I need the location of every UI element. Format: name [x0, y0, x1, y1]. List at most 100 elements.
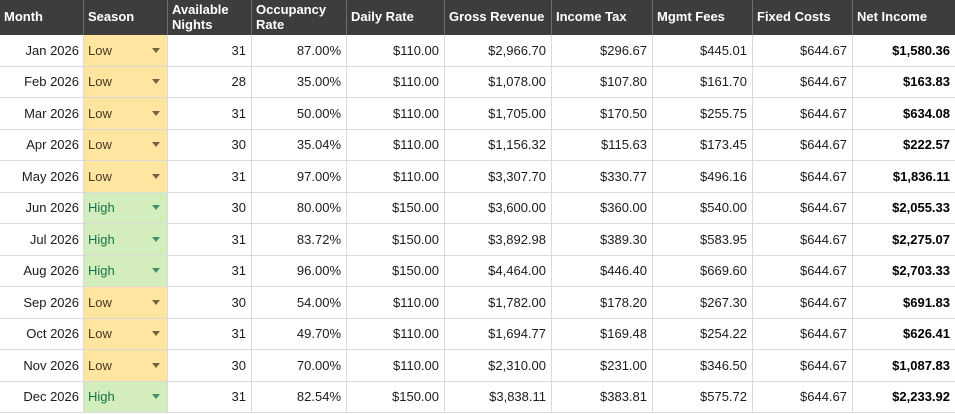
cell-daily[interactable]: $110.00: [347, 66, 445, 97]
cell-daily[interactable]: $110.00: [347, 35, 445, 66]
cell-fixed[interactable]: $644.67: [753, 381, 853, 412]
season-dropdown[interactable]: High: [84, 224, 168, 255]
cell-nights[interactable]: 31: [168, 255, 252, 286]
cell-occupancy[interactable]: 35.04%: [252, 129, 347, 160]
cell-tax[interactable]: $446.40: [552, 255, 653, 286]
cell-daily[interactable]: $150.00: [347, 255, 445, 286]
cell-fixed[interactable]: $644.67: [753, 287, 853, 318]
cell-mgmt[interactable]: $255.75: [653, 98, 753, 129]
cell-gross[interactable]: $3,892.98: [445, 224, 552, 255]
cell-occupancy[interactable]: 50.00%: [252, 98, 347, 129]
cell-mgmt[interactable]: $575.72: [653, 381, 753, 412]
season-dropdown[interactable]: High: [84, 381, 168, 412]
cell-fixed[interactable]: $644.67: [753, 161, 853, 192]
cell-mgmt[interactable]: $267.30: [653, 287, 753, 318]
cell-daily[interactable]: $110.00: [347, 98, 445, 129]
cell-month[interactable]: Apr 2026: [0, 129, 84, 160]
cell-daily[interactable]: $110.00: [347, 318, 445, 349]
cell-gross[interactable]: $3,307.70: [445, 161, 552, 192]
cell-month[interactable]: Jul 2026: [0, 224, 84, 255]
season-dropdown[interactable]: High: [84, 192, 168, 223]
cell-net[interactable]: $634.08: [903, 105, 950, 121]
season-dropdown[interactable]: Low: [84, 98, 168, 129]
cell-nights[interactable]: 31: [168, 35, 252, 66]
cell-net[interactable]: $2,703.33: [892, 263, 950, 279]
cell-month[interactable]: Aug 2026: [0, 255, 84, 286]
cell-occupancy[interactable]: 83.72%: [252, 224, 347, 255]
cell-gross[interactable]: $1,782.00: [445, 287, 552, 318]
cell-nights[interactable]: 31: [168, 381, 252, 412]
season-dropdown[interactable]: High: [84, 255, 168, 286]
cell-gross[interactable]: $1,694.77: [445, 318, 552, 349]
cell-net[interactable]: $222.57: [903, 137, 950, 153]
cell-net[interactable]: $1,580.36: [892, 42, 950, 58]
cell-occupancy[interactable]: 49.70%: [252, 318, 347, 349]
cell-daily[interactable]: $150.00: [347, 192, 445, 223]
cell-month[interactable]: May 2026: [0, 161, 84, 192]
season-dropdown[interactable]: Low: [84, 350, 168, 381]
cell-fixed[interactable]: $644.67: [753, 98, 853, 129]
cell-mgmt[interactable]: $173.45: [653, 129, 753, 160]
cell-mgmt[interactable]: $254.22: [653, 318, 753, 349]
cell-tax[interactable]: $330.77: [552, 161, 653, 192]
cell-tax[interactable]: $231.00: [552, 350, 653, 381]
cell-mgmt[interactable]: $445.01: [653, 35, 753, 66]
cell-gross[interactable]: $2,966.70: [445, 35, 552, 66]
cell-gross[interactable]: $3,838.11: [445, 381, 552, 412]
cell-tax[interactable]: $115.63: [552, 129, 653, 160]
cell-gross[interactable]: $1,078.00: [445, 66, 552, 97]
cell-net[interactable]: $1,087.83: [892, 357, 950, 373]
cell-month[interactable]: Sep 2026: [0, 287, 84, 318]
cell-occupancy[interactable]: 35.00%: [252, 66, 347, 97]
cell-nights[interactable]: 30: [168, 350, 252, 381]
cell-fixed[interactable]: $644.67: [753, 192, 853, 223]
cell-mgmt[interactable]: $669.60: [653, 255, 753, 286]
cell-fixed[interactable]: $644.67: [753, 350, 853, 381]
cell-tax[interactable]: $296.67: [552, 35, 653, 66]
cell-nights[interactable]: 31: [168, 318, 252, 349]
season-dropdown[interactable]: Low: [84, 35, 168, 66]
cell-tax[interactable]: $170.50: [552, 98, 653, 129]
cell-month[interactable]: Nov 2026: [0, 350, 84, 381]
cell-month[interactable]: Jan 2026: [0, 35, 84, 66]
cell-net[interactable]: $163.83: [903, 74, 950, 90]
cell-mgmt[interactable]: $496.16: [653, 161, 753, 192]
cell-nights[interactable]: 31: [168, 161, 252, 192]
cell-daily[interactable]: $110.00: [347, 287, 445, 318]
cell-mgmt[interactable]: $583.95: [653, 224, 753, 255]
cell-net[interactable]: $626.41: [903, 326, 950, 342]
season-dropdown[interactable]: Low: [84, 129, 168, 160]
cell-month[interactable]: Dec 2026: [0, 381, 84, 412]
cell-tax[interactable]: $389.30: [552, 224, 653, 255]
cell-occupancy[interactable]: 54.00%: [252, 287, 347, 318]
cell-month[interactable]: Mar 2026: [0, 98, 84, 129]
cell-tax[interactable]: $178.20: [552, 287, 653, 318]
cell-month[interactable]: Jun 2026: [0, 192, 84, 223]
cell-mgmt[interactable]: $346.50: [653, 350, 753, 381]
cell-tax[interactable]: $169.48: [552, 318, 653, 349]
cell-occupancy[interactable]: 82.54%: [252, 381, 347, 412]
cell-fixed[interactable]: $644.67: [753, 129, 853, 160]
season-dropdown[interactable]: Low: [84, 287, 168, 318]
cell-occupancy[interactable]: 96.00%: [252, 255, 347, 286]
cell-nights[interactable]: 31: [168, 98, 252, 129]
cell-net[interactable]: $2,233.92: [892, 389, 950, 405]
cell-gross[interactable]: $3,600.00: [445, 192, 552, 223]
cell-tax[interactable]: $383.81: [552, 381, 653, 412]
cell-mgmt[interactable]: $161.70: [653, 66, 753, 97]
cell-tax[interactable]: $107.80: [552, 66, 653, 97]
cell-gross[interactable]: $1,156.32: [445, 129, 552, 160]
cell-gross[interactable]: $4,464.00: [445, 255, 552, 286]
cell-daily[interactable]: $110.00: [347, 350, 445, 381]
cell-net[interactable]: $691.83: [903, 294, 950, 310]
cell-occupancy[interactable]: 87.00%: [252, 35, 347, 66]
cell-fixed[interactable]: $644.67: [753, 255, 853, 286]
cell-fixed[interactable]: $644.67: [753, 35, 853, 66]
cell-daily[interactable]: $150.00: [347, 381, 445, 412]
cell-nights[interactable]: 30: [168, 192, 252, 223]
cell-net[interactable]: $1,836.11: [892, 168, 950, 184]
cell-occupancy[interactable]: 80.00%: [252, 192, 347, 223]
cell-occupancy[interactable]: 97.00%: [252, 161, 347, 192]
cell-gross[interactable]: $2,310.00: [445, 350, 552, 381]
season-dropdown[interactable]: Low: [84, 161, 168, 192]
